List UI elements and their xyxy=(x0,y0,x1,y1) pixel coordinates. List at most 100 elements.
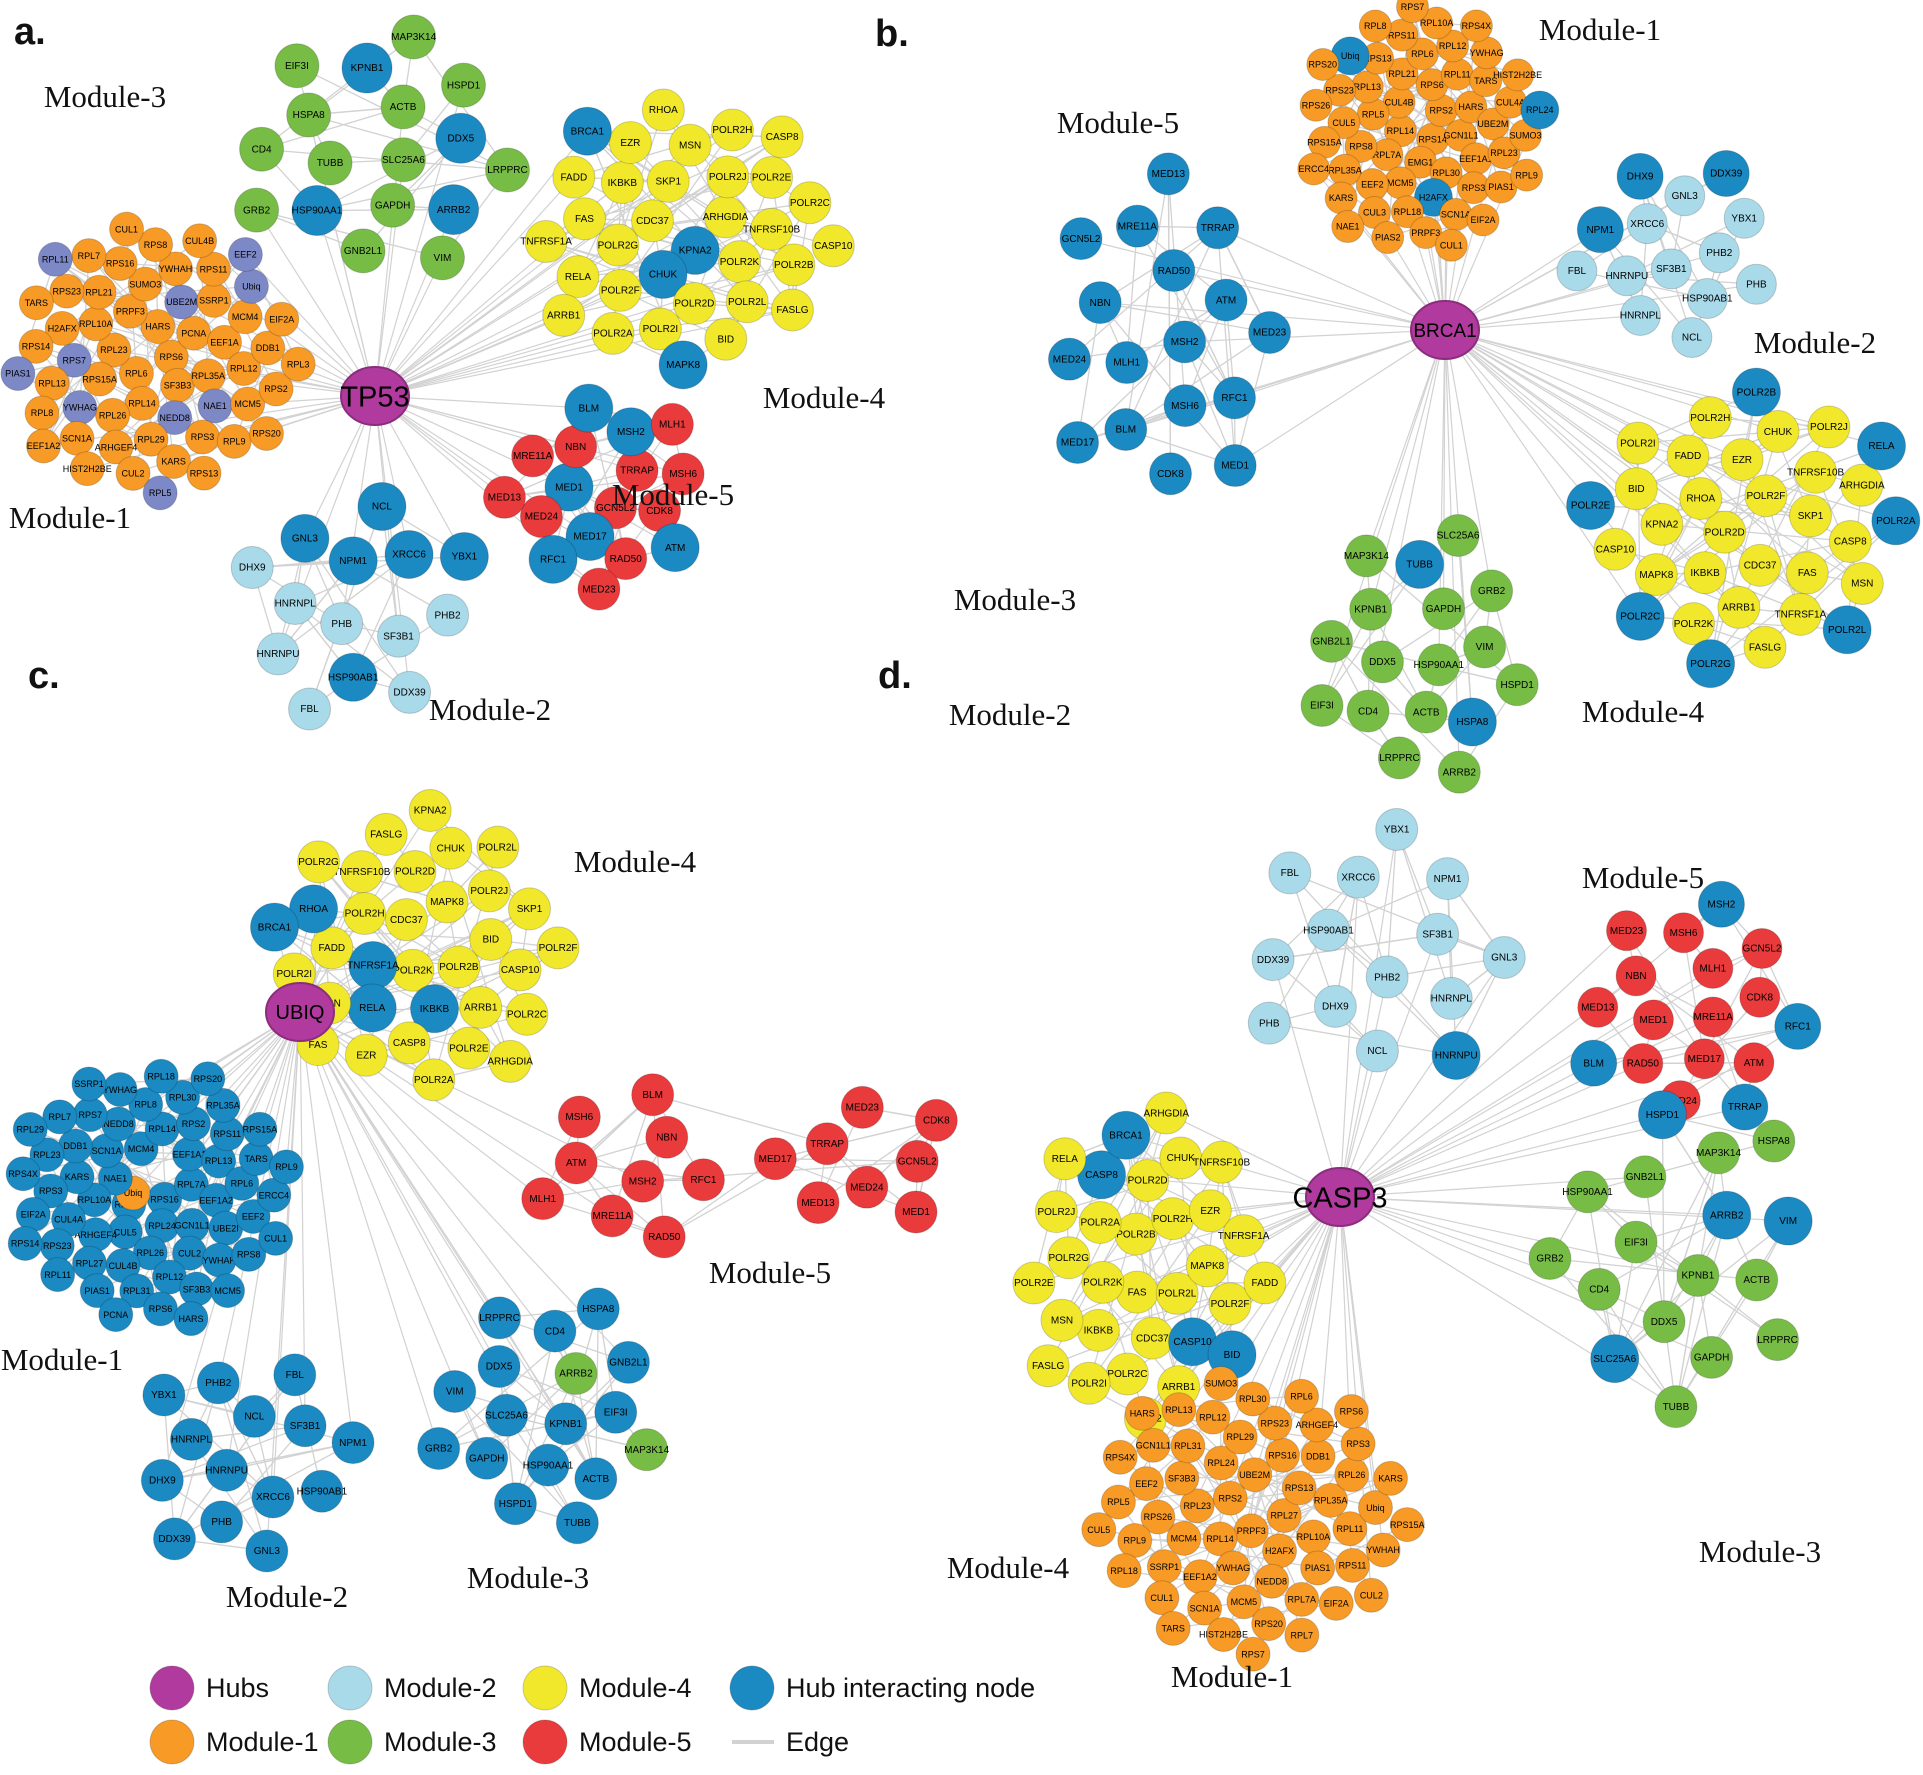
node-MLH1[interactable]: MLH1 xyxy=(650,402,694,446)
node-GNL3[interactable]: GNL3 xyxy=(280,513,330,563)
node-MED1[interactable]: MED1 xyxy=(894,1190,938,1234)
node-MAPK8[interactable]: MAPK8 xyxy=(658,340,708,390)
node-RAD50[interactable]: RAD50 xyxy=(1622,1043,1664,1085)
node-SSRP1[interactable]: SSRP1 xyxy=(1146,1549,1182,1585)
hub-node-BRCA1[interactable]: BRCA1 xyxy=(1410,300,1480,360)
node-DHX9[interactable]: DHX9 xyxy=(1616,152,1664,200)
node-CUL1[interactable]: CUL1 xyxy=(109,211,145,247)
node-MAP3K14[interactable]: MAP3K14 xyxy=(624,1428,670,1472)
node-RPS3[interactable]: RPS3 xyxy=(1340,1426,1376,1462)
node-MED23[interactable]: MED23 xyxy=(577,567,621,611)
node-TUBB[interactable]: TUBB xyxy=(307,140,353,186)
node-KPNB1[interactable]: KPNB1 xyxy=(1349,587,1393,631)
node-RPL18[interactable]: RPL18 xyxy=(143,1058,179,1094)
node-MED24[interactable]: MED24 xyxy=(519,494,563,538)
node-CDC37[interactable]: CDC37 xyxy=(1130,1316,1174,1360)
node-KARS[interactable]: KARS xyxy=(1372,1460,1408,1496)
node-POLR2D[interactable]: POLR2D xyxy=(393,849,437,893)
node-SKP1[interactable]: SKP1 xyxy=(646,159,690,203)
node-MED13[interactable]: MED13 xyxy=(482,475,526,519)
node-LRPPRC[interactable]: LRPPRC xyxy=(1756,1318,1800,1362)
node-HSPD1[interactable]: HSPD1 xyxy=(1637,1090,1687,1140)
node-TUBB[interactable]: TUBB xyxy=(555,1501,599,1545)
node-LRPPRC[interactable]: LRPPRC xyxy=(1377,736,1421,780)
node-EIF2A[interactable]: EIF2A xyxy=(1318,1585,1354,1621)
node-SKP1[interactable]: SKP1 xyxy=(1788,494,1832,538)
node-EZR[interactable]: EZR xyxy=(1720,438,1764,482)
node-RHOA[interactable]: RHOA xyxy=(641,88,685,132)
node-DHX9[interactable]: DHX9 xyxy=(230,545,274,589)
node-HSP90AB1[interactable]: HSP90AB1 xyxy=(328,652,379,702)
node-NPM1[interactable]: NPM1 xyxy=(331,1421,375,1465)
node-ARRB2[interactable]: ARRB2 xyxy=(428,184,480,236)
node-POLR2C[interactable]: POLR2C xyxy=(788,181,832,225)
node-RAD50[interactable]: RAD50 xyxy=(1152,249,1196,293)
node-GRB2[interactable]: GRB2 xyxy=(234,187,280,233)
node-PIAS1[interactable]: PIAS1 xyxy=(0,355,36,391)
node-RPS26[interactable]: RPS26 xyxy=(1299,88,1333,122)
node-POLR2K[interactable]: POLR2K xyxy=(1672,602,1716,646)
node-POLR2I[interactable]: POLR2I xyxy=(1067,1361,1111,1405)
node-MED23[interactable]: MED23 xyxy=(1248,311,1292,355)
node-RPL18[interactable]: RPL18 xyxy=(1106,1553,1142,1589)
node-HNRNPU[interactable]: HNRNPU xyxy=(256,632,300,676)
node-CDK8[interactable]: CDK8 xyxy=(1149,452,1193,496)
node-TUBB[interactable]: TUBB xyxy=(1654,1385,1698,1429)
node-GNB2L1[interactable]: GNB2L1 xyxy=(1310,619,1354,663)
node-ARRB2[interactable]: ARRB2 xyxy=(1437,750,1481,794)
node-SLC25A6[interactable]: SLC25A6 xyxy=(485,1393,528,1437)
node-MAPK8[interactable]: MAPK8 xyxy=(1634,553,1678,597)
node-DDX39[interactable]: DDX39 xyxy=(388,670,432,714)
node-ARRB1[interactable]: ARRB1 xyxy=(1717,585,1761,629)
node-ACTB[interactable]: ACTB xyxy=(574,1457,618,1501)
node-CDC37[interactable]: CDC37 xyxy=(631,199,675,243)
node-POLR2A[interactable]: POLR2A xyxy=(1078,1200,1122,1244)
node-IKBKB[interactable]: IKBKB xyxy=(600,161,644,205)
node-GNL3[interactable]: GNL3 xyxy=(1664,175,1706,217)
node-RPS15A[interactable]: RPS15A xyxy=(242,1111,278,1147)
node-EIF3I[interactable]: EIF3I xyxy=(274,43,320,89)
node-BID[interactable]: BID xyxy=(704,317,748,361)
node-EIF2A[interactable]: EIF2A xyxy=(1466,203,1500,237)
node-VIM[interactable]: VIM xyxy=(1463,625,1507,669)
node-CASP8[interactable]: CASP8 xyxy=(387,1021,431,1065)
node-RPS4X[interactable]: RPS4X xyxy=(1102,1439,1138,1475)
node-CD4[interactable]: CD4 xyxy=(533,1309,577,1353)
node-HSPA8[interactable]: HSPA8 xyxy=(1447,697,1497,747)
node-EIF3I[interactable]: EIF3I xyxy=(1300,683,1344,727)
node-UBE2M[interactable]: UBE2M xyxy=(164,284,200,320)
node-DHX9[interactable]: DHX9 xyxy=(1313,984,1357,1028)
node-CUL1[interactable]: CUL1 xyxy=(1144,1580,1180,1616)
node-DDX5[interactable]: DDX5 xyxy=(1360,640,1404,684)
node-MRE11A[interactable]: MRE11A xyxy=(590,1194,634,1238)
node-SLC25A6[interactable]: SLC25A6 xyxy=(1590,1334,1640,1384)
node-CDC37[interactable]: CDC37 xyxy=(1738,543,1782,587)
node-SF3B1[interactable]: SF3B1 xyxy=(377,614,421,658)
node-MED23[interactable]: MED23 xyxy=(1606,910,1648,952)
node-XRCC6[interactable]: XRCC6 xyxy=(1336,855,1380,899)
node-DDX5[interactable]: DDX5 xyxy=(1642,1300,1686,1344)
node-EIF3I[interactable]: EIF3I xyxy=(594,1390,638,1434)
node-POLR2J[interactable]: POLR2J xyxy=(1034,1190,1078,1234)
node-ARRB2[interactable]: ARRB2 xyxy=(554,1352,598,1396)
node-NCL[interactable]: NCL xyxy=(232,1394,276,1438)
node-POLR2K[interactable]: POLR2K xyxy=(717,240,761,284)
node-SSRP1[interactable]: SSRP1 xyxy=(196,282,232,318)
node-SLC25A6[interactable]: SLC25A6 xyxy=(1436,514,1480,558)
node-YWHAG[interactable]: YWHAG xyxy=(62,389,98,425)
node-MSH2[interactable]: MSH2 xyxy=(1163,320,1207,364)
node-ARHGDIA[interactable]: ARHGDIA xyxy=(1839,463,1885,507)
node-XRCC6[interactable]: XRCC6 xyxy=(1626,203,1668,245)
node-YWHAH[interactable]: YWHAH xyxy=(201,1242,237,1278)
node-POLR2H[interactable]: POLR2H xyxy=(710,108,754,152)
node-ACTB[interactable]: ACTB xyxy=(1735,1258,1779,1302)
node-RPL35A[interactable]: RPL35A xyxy=(1328,153,1362,187)
node-POLR2F[interactable]: POLR2F xyxy=(598,268,642,312)
node-EEF1A2[interactable]: EEF1A2 xyxy=(25,428,61,464)
node-GRB2[interactable]: GRB2 xyxy=(1470,569,1514,613)
node-SF3B3[interactable]: SF3B3 xyxy=(1164,1460,1200,1496)
node-RPL35A[interactable]: RPL35A xyxy=(190,358,226,394)
node-RPS20[interactable]: RPS20 xyxy=(190,1061,226,1097)
node-FADD[interactable]: FADD xyxy=(552,155,596,199)
node-TNFRSF10B[interactable]: TNFRSF10B xyxy=(333,850,391,894)
